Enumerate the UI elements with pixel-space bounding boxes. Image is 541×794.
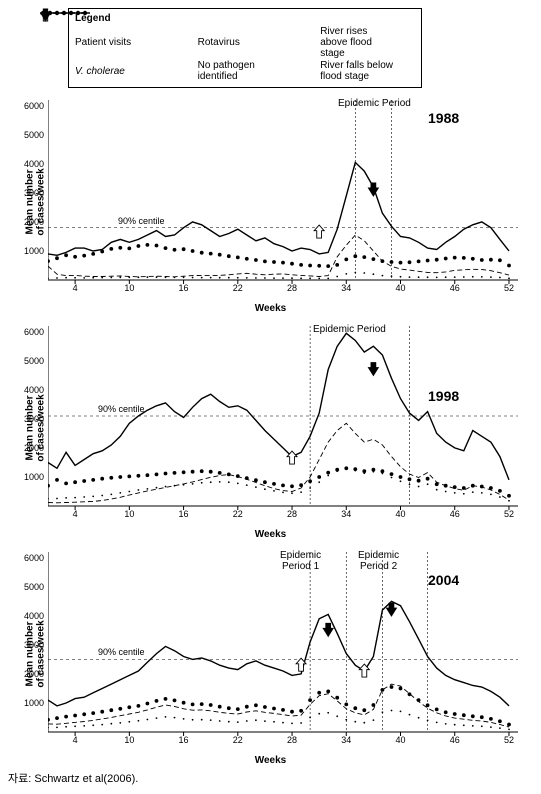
legend-label: Patient visits — [75, 37, 140, 48]
x-tick: 16 — [175, 735, 193, 745]
x-tick: 4 — [66, 283, 84, 293]
chart-panel-1988: Mean number of cases/weekWeeks1988100020… — [8, 92, 533, 312]
y-tick: 2000 — [16, 669, 44, 679]
y-tick: 6000 — [16, 553, 44, 563]
x-tick: 40 — [392, 509, 410, 519]
x-tick: 28 — [283, 509, 301, 519]
plot-svg — [48, 100, 518, 286]
x-axis-label: Weeks — [8, 303, 533, 314]
y-tick: 1000 — [16, 698, 44, 708]
x-axis-label: Weeks — [8, 529, 533, 540]
x-tick: 4 — [66, 735, 84, 745]
legend-row: Patient visits Rotavirus River rises abo… — [75, 26, 415, 59]
x-axis-label: Weeks — [8, 755, 533, 766]
y-tick: 5000 — [16, 582, 44, 592]
y-tick: 1000 — [16, 472, 44, 482]
x-tick: 22 — [229, 735, 247, 745]
legend-label: Rotavirus — [198, 37, 263, 48]
legend-row: V. cholerae No pathogen identified River… — [75, 60, 415, 82]
y-tick: 3000 — [16, 640, 44, 650]
y-tick: 3000 — [16, 414, 44, 424]
y-tick: 3000 — [16, 188, 44, 198]
y-tick: 4000 — [16, 159, 44, 169]
x-tick: 28 — [283, 735, 301, 745]
x-tick: 34 — [337, 509, 355, 519]
y-tick: 4000 — [16, 611, 44, 621]
y-tick: 6000 — [16, 327, 44, 337]
epidemic-label: Epidemic Period — [313, 324, 386, 335]
legend-label: No pathogen identified — [198, 60, 263, 82]
legend-sample — [269, 37, 314, 49]
x-tick: 16 — [175, 509, 193, 519]
x-tick: 28 — [283, 283, 301, 293]
x-tick: 10 — [120, 509, 138, 519]
y-tick: 2000 — [16, 443, 44, 453]
centile-label: 90% centile — [98, 647, 145, 657]
x-tick: 52 — [500, 283, 518, 293]
x-tick: 4 — [66, 509, 84, 519]
epidemic-label: Epidemic Period 1 — [280, 550, 321, 572]
x-tick: 34 — [337, 283, 355, 293]
x-tick: 46 — [446, 735, 464, 745]
x-tick: 46 — [446, 283, 464, 293]
legend-arrow-label: River rises above flood stage — [320, 26, 397, 59]
x-tick: 40 — [392, 283, 410, 293]
x-tick: 34 — [337, 735, 355, 745]
x-tick: 40 — [392, 735, 410, 745]
y-tick: 2000 — [16, 217, 44, 227]
chart-panel-1998: Mean number of cases/weekWeeks1998100020… — [8, 318, 533, 538]
centile-label: 90% centile — [98, 404, 145, 414]
y-tick: 5000 — [16, 356, 44, 366]
plot-svg — [48, 326, 518, 512]
legend-arrow-label: River falls below flood stage — [320, 60, 397, 82]
y-tick: 1000 — [16, 246, 44, 256]
x-tick: 22 — [229, 509, 247, 519]
x-tick: 16 — [175, 283, 193, 293]
epidemic-label: Epidemic Period 2 — [358, 550, 399, 572]
source-citation: 자료: Schwartz et al(2006). — [8, 770, 533, 786]
y-tick: 6000 — [16, 101, 44, 111]
legend-sample — [146, 37, 191, 49]
legend-sample — [269, 65, 314, 77]
legend-title: Legend — [75, 13, 415, 24]
plot-svg — [48, 552, 518, 738]
legend-label: V. cholerae — [75, 66, 140, 77]
epidemic-label: Epidemic Period — [338, 98, 411, 109]
centile-label: 90% centile — [118, 216, 165, 226]
x-tick: 46 — [446, 509, 464, 519]
y-tick: 4000 — [16, 385, 44, 395]
x-tick: 22 — [229, 283, 247, 293]
x-tick: 10 — [120, 283, 138, 293]
x-tick: 52 — [500, 509, 518, 519]
legend-sample — [146, 65, 191, 77]
legend-box: Legend Patient visits Rotavirus River ri… — [68, 8, 422, 88]
y-tick: 5000 — [16, 130, 44, 140]
chart-panel-2004: Mean number of cases/weekWeeks2004100020… — [8, 544, 533, 764]
x-tick: 52 — [500, 735, 518, 745]
x-tick: 10 — [120, 735, 138, 745]
